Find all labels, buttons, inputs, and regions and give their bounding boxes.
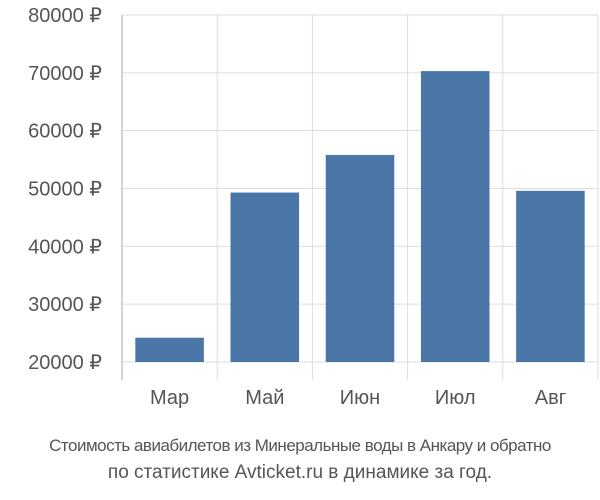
x-tick-label: Июл (435, 387, 476, 409)
bar-5 (516, 190, 585, 362)
x-tick-label: Июн (340, 387, 380, 409)
y-tick-label: 80000 ₽ (28, 5, 102, 27)
bar-3 (325, 154, 395, 362)
y-tick-label: 20000 ₽ (28, 352, 102, 374)
labels-layer: 80000 ₽ 70000 ₽ 60000 ₽ 50000 ₽ 40000 ₽ 30000… (28, 5, 566, 409)
x-tick-label: Авг (535, 387, 566, 409)
x-tick-label: Май (245, 387, 284, 409)
y-tick-label: 70000 ₽ (28, 63, 102, 85)
bar-2 (230, 192, 300, 362)
y-tick-label: 30000 ₽ (28, 294, 102, 316)
chart-caption-line-2: по статистике Avticket.ru в динамике за … (107, 462, 493, 483)
bars-layer (135, 71, 585, 363)
bar-1 (135, 337, 204, 362)
bar-4 (420, 71, 490, 363)
chart-caption-line-1: Стоимость авиабилетов из Минеральные вод… (49, 436, 551, 455)
y-tick-label: 60000 ₽ (28, 121, 102, 143)
y-tick-label: 40000 ₽ (28, 236, 102, 258)
bar-chart: 80000 ₽ 70000 ₽ 60000 ₽ 50000 ₽ 40000 ₽ 30000… (28, 5, 599, 409)
x-tick-label: Мар (150, 387, 189, 409)
y-tick-label: 50000 ₽ (28, 179, 102, 201)
